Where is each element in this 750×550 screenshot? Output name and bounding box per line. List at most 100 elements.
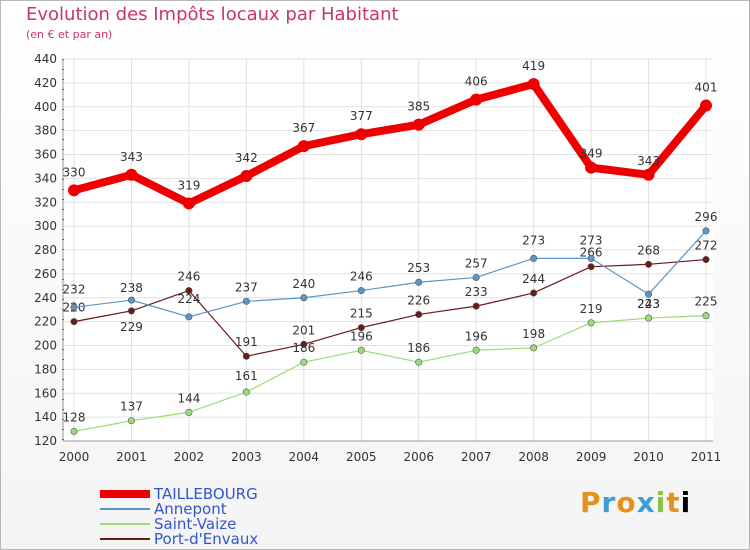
data-point-saint-vaize [127, 417, 135, 425]
legend-item-taillebourg: TAILLEBOURG [100, 485, 258, 503]
data-point-annepont [242, 297, 250, 305]
y-tick-label: 360 [34, 148, 57, 162]
legend-item-saint-vaize: Saint-Vaize [100, 515, 236, 533]
data-point-port-d-envaux [472, 302, 480, 310]
data-point-annepont [127, 296, 135, 304]
y-tick-label: 160 [34, 386, 57, 400]
data-point-annepont [415, 278, 423, 286]
data-point-saint-vaize [645, 314, 653, 322]
data-label-taillebourg: 377 [350, 109, 373, 123]
logo-letter: o [616, 486, 637, 519]
data-point-taillebourg [412, 118, 425, 131]
data-label-saint-vaize: 144 [177, 391, 200, 405]
data-point-saint-vaize [185, 408, 193, 416]
logo-letter: r [601, 486, 617, 519]
data-point-port-d-envaux [530, 289, 538, 297]
data-label-taillebourg: 385 [407, 100, 430, 114]
data-label-port-d-envaux: 246 [177, 270, 200, 284]
data-label-annepont: 296 [695, 210, 718, 224]
data-label-saint-vaize: 223 [637, 297, 660, 311]
data-label-taillebourg: 319 [177, 178, 200, 192]
data-point-saint-vaize [587, 319, 595, 327]
data-label-annepont: 243 [637, 297, 660, 311]
y-tick-label: 200 [34, 339, 57, 353]
data-point-taillebourg [585, 161, 598, 174]
data-point-taillebourg [700, 99, 712, 112]
data-label-port-d-envaux: 215 [350, 307, 373, 321]
data-point-saint-vaize [242, 388, 250, 396]
y-tick-label: 120 [34, 434, 57, 448]
data-label-taillebourg: 343 [120, 150, 143, 164]
legend-item-annepont: Annepont [100, 500, 227, 518]
data-label-annepont: 273 [580, 233, 603, 247]
data-label-taillebourg: 367 [292, 121, 315, 135]
data-label-port-d-envaux: 201 [292, 323, 315, 337]
data-point-port-d-envaux [300, 340, 308, 348]
logo-letter: t [666, 486, 681, 519]
data-label-port-d-envaux: 272 [695, 239, 718, 253]
x-tick-label: 2008 [518, 450, 549, 464]
data-label-port-d-envaux: 226 [407, 293, 430, 307]
data-point-annepont [645, 290, 653, 298]
x-tick-label: 2000 [59, 450, 90, 464]
data-label-taillebourg: 343 [637, 154, 660, 168]
y-tick-label: 400 [34, 100, 57, 114]
x-tick-label: 2007 [461, 450, 492, 464]
y-tick-label: 300 [34, 219, 57, 233]
data-point-port-d-envaux [357, 324, 365, 332]
data-label-saint-vaize: 198 [522, 327, 545, 341]
data-label-annepont: 232 [63, 282, 86, 296]
data-point-port-d-envaux [415, 310, 423, 318]
data-point-annepont [185, 313, 193, 321]
data-label-annepont: 238 [120, 281, 143, 295]
y-tick-label: 380 [34, 124, 57, 138]
data-point-taillebourg [355, 128, 368, 141]
data-point-taillebourg [642, 168, 655, 181]
data-label-saint-vaize: 225 [695, 295, 718, 309]
legend-swatch-taillebourg [100, 490, 150, 498]
data-label-port-d-envaux: 266 [580, 246, 603, 260]
data-point-saint-vaize [357, 346, 365, 354]
data-point-port-d-envaux [702, 256, 710, 264]
data-label-port-d-envaux: 233 [465, 285, 488, 299]
data-label-annepont: 273 [522, 233, 545, 247]
data-label-saint-vaize: 137 [120, 400, 143, 414]
logo-letter: i [655, 486, 667, 519]
data-point-port-d-envaux [70, 318, 78, 326]
data-label-annepont: 253 [407, 261, 430, 275]
data-label-taillebourg: 330 [63, 165, 86, 179]
x-tick-label: 2011 [691, 450, 722, 464]
data-point-port-d-envaux [587, 263, 595, 271]
y-tick-label: 240 [34, 291, 57, 305]
data-label-saint-vaize: 128 [63, 410, 86, 424]
x-tick-label: 2004 [289, 450, 320, 464]
legend-swatch-saint-vaize [100, 523, 150, 525]
data-label-taillebourg: 349 [580, 147, 603, 161]
y-tick-label: 440 [34, 52, 57, 66]
data-label-port-d-envaux: 244 [522, 272, 545, 286]
data-point-annepont [70, 303, 78, 311]
data-point-port-d-envaux [127, 307, 135, 315]
x-tick-label: 2001 [116, 450, 147, 464]
data-label-annepont: 237 [235, 280, 258, 294]
series-line-saint-vaize [73, 315, 707, 433]
data-label-port-d-envaux: 191 [235, 335, 258, 349]
data-label-saint-vaize: 219 [580, 302, 603, 316]
logo-letter: x [636, 486, 656, 519]
data-label-taillebourg: 406 [465, 75, 488, 89]
logo-letter: P [580, 486, 602, 519]
data-point-saint-vaize [300, 358, 308, 366]
x-tick-label: 2010 [633, 450, 664, 464]
data-point-taillebourg [527, 78, 540, 91]
legend-swatch-annepont [100, 508, 150, 510]
data-label-taillebourg: 401 [695, 81, 718, 95]
legend-label-port-denvaux: Port-d'Envaux [154, 530, 259, 548]
data-point-saint-vaize [70, 427, 78, 435]
x-tick-label: 2005 [346, 450, 377, 464]
data-point-port-d-envaux [242, 352, 250, 360]
legend-item-port-denvaux: Port-d'Envaux [100, 530, 259, 548]
data-point-taillebourg [68, 184, 80, 197]
data-label-port-d-envaux: 268 [637, 243, 660, 257]
y-tick-label: 320 [34, 195, 57, 209]
